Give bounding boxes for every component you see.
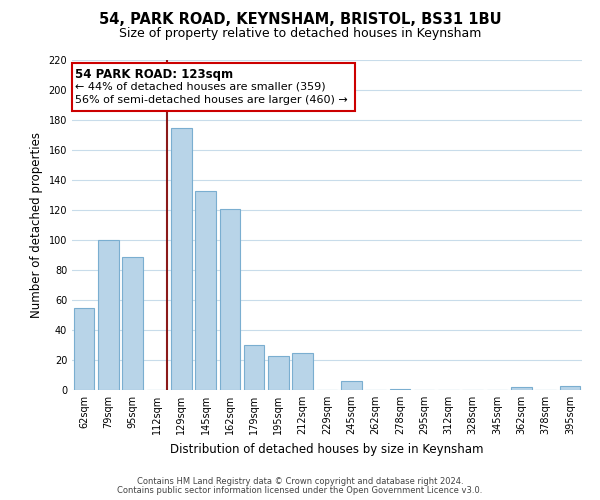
Bar [74, 308, 94, 390]
Bar [292, 352, 313, 390]
Text: 54, PARK ROAD, KEYNSHAM, BRISTOL, BS31 1BU: 54, PARK ROAD, KEYNSHAM, BRISTOL, BS31 1… [98, 12, 502, 28]
Text: Contains HM Land Registry data © Crown copyright and database right 2024.: Contains HM Land Registry data © Crown c… [137, 477, 463, 486]
Bar [195, 190, 216, 390]
Bar [560, 386, 580, 390]
Bar [122, 256, 143, 390]
X-axis label: Distribution of detached houses by size in Keynsham: Distribution of detached houses by size … [170, 442, 484, 456]
Text: ← 44% of detached houses are smaller (359): ← 44% of detached houses are smaller (35… [74, 82, 325, 92]
Bar [341, 381, 362, 390]
Bar [171, 128, 191, 390]
Bar [511, 387, 532, 390]
Bar [389, 388, 410, 390]
Text: 56% of semi-detached houses are larger (460) →: 56% of semi-detached houses are larger (… [74, 94, 347, 104]
FancyBboxPatch shape [72, 64, 355, 111]
Bar [98, 240, 119, 390]
Text: Contains public sector information licensed under the Open Government Licence v3: Contains public sector information licen… [118, 486, 482, 495]
Y-axis label: Number of detached properties: Number of detached properties [30, 132, 43, 318]
Text: Size of property relative to detached houses in Keynsham: Size of property relative to detached ho… [119, 28, 481, 40]
Bar [220, 208, 240, 390]
Bar [244, 345, 265, 390]
Bar [268, 356, 289, 390]
Text: 54 PARK ROAD: 123sqm: 54 PARK ROAD: 123sqm [74, 68, 233, 81]
